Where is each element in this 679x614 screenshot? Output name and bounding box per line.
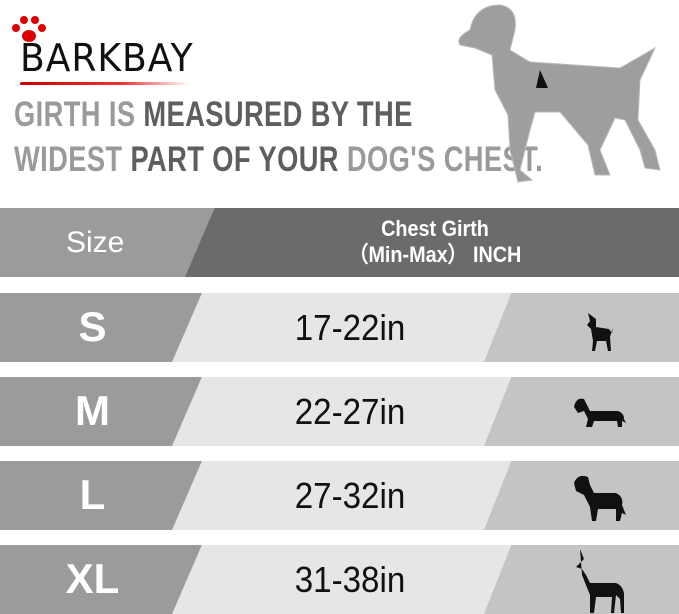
header-size-label: Size — [66, 226, 125, 259]
girth-range: 31-38in — [294, 559, 406, 600]
header-girth-line1: Chest Girth — [381, 216, 489, 241]
size-label: XL — [65, 555, 120, 602]
headline-text: WIDEST — [14, 140, 131, 179]
header-girth-label: Chest Girth （Min-Max） INCH — [314, 216, 557, 268]
logo-underline — [20, 82, 190, 85]
table-row: M 22-27in — [0, 377, 679, 446]
size-label: L — [79, 471, 106, 518]
labrador-icon — [574, 475, 626, 521]
brand-logo: BARKBAY — [8, 14, 198, 85]
girth-range: 27-32in — [294, 475, 406, 516]
girth-range: 22-27in — [294, 391, 406, 432]
table-row: S 17-22in — [0, 293, 679, 362]
measured-dog-illustration — [458, 4, 661, 183]
headline-text: MEASURED BY THE — [143, 95, 413, 134]
headline-line-1: GIRTH IS MEASURED BY THE — [14, 95, 413, 135]
headline-text: GIRTH IS — [14, 95, 144, 134]
headline-text: PART OF YOUR — [130, 140, 347, 179]
header-size-cell — [0, 208, 215, 277]
table-row: L 27-32in — [0, 461, 679, 530]
paw-icon — [12, 16, 46, 42]
great-dane-icon — [576, 549, 624, 613]
table-row: XL 31-38in — [0, 545, 679, 614]
header-girth-cell — [185, 208, 679, 277]
girth-range: 17-22in — [294, 307, 406, 348]
table-header: Size Chest Girth （Min-Max） INCH — [0, 208, 679, 277]
chihuahua-icon — [587, 313, 613, 351]
dachshund-icon — [574, 398, 626, 427]
header-girth-line2: （Min-Max） INCH — [348, 242, 522, 267]
size-label: M — [75, 387, 110, 434]
size-label: S — [78, 303, 107, 350]
brand-name: BARKBAY — [20, 36, 194, 80]
